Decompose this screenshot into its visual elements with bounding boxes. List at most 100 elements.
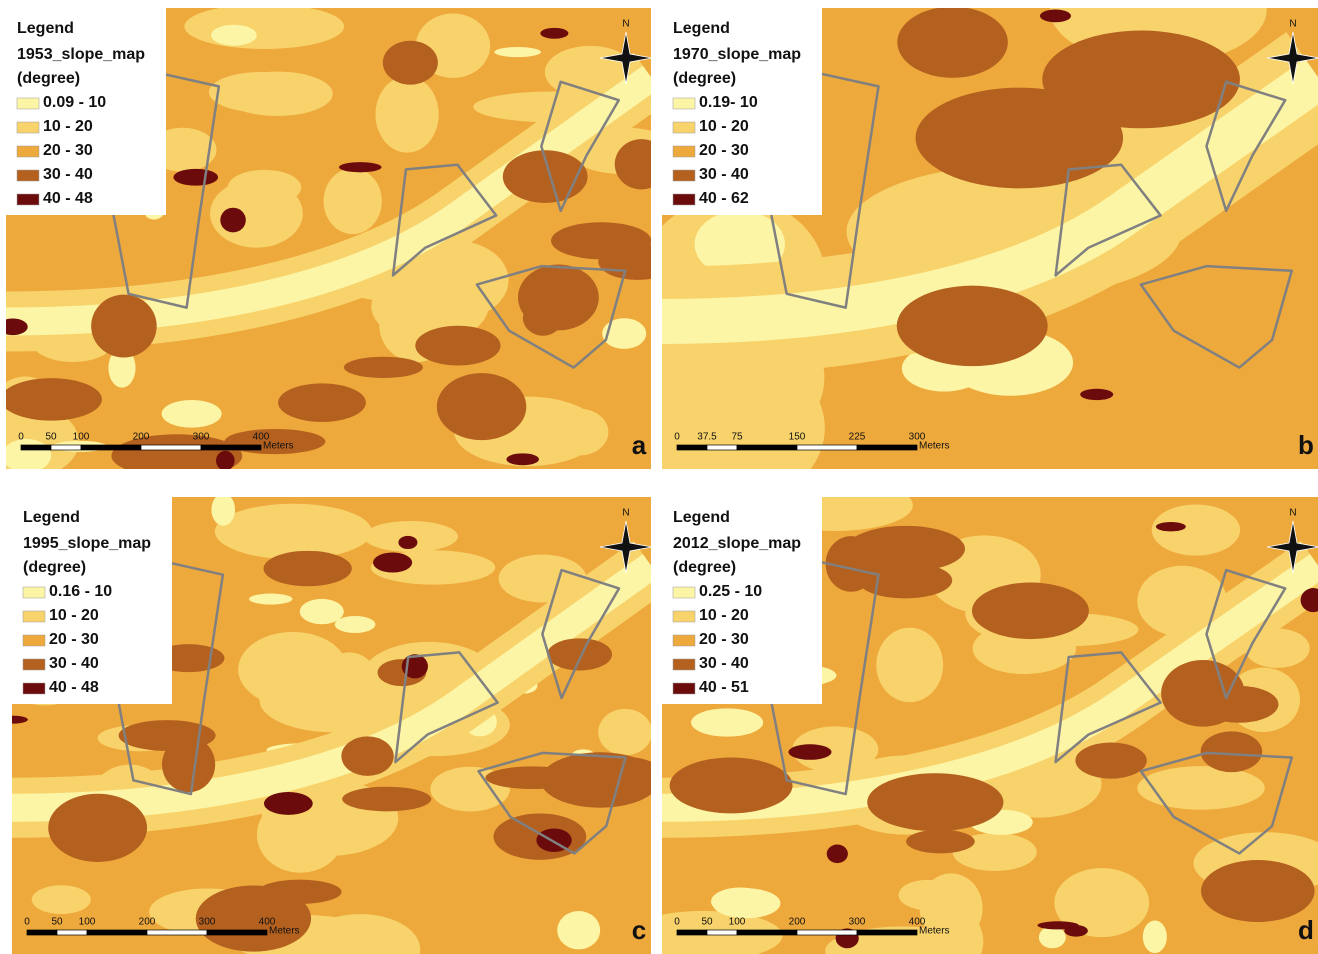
terrain-blob: [437, 373, 527, 440]
legend-class: 30 - 40: [49, 655, 99, 672]
scale-label: 200: [139, 917, 156, 928]
legend-unit: (degree): [673, 70, 736, 87]
terrain-blob: [32, 885, 91, 914]
legend-unit: (degree): [673, 559, 736, 576]
legend-swatch: [673, 587, 695, 598]
terrain-blob: [551, 222, 651, 259]
terrain-blob: [827, 845, 848, 864]
legend-class: 20 - 30: [699, 631, 749, 648]
legend-layer: 1995_slope_map: [23, 535, 151, 552]
panel-label: d: [1298, 915, 1314, 945]
scale-segment: [797, 930, 857, 935]
legend-class: 40 - 48: [43, 190, 93, 207]
legend-box: [12, 497, 172, 704]
north-label: N: [1289, 19, 1296, 30]
scale-label: 37.5: [697, 432, 717, 443]
terrain-blob: [211, 25, 257, 46]
scale-label: 150: [789, 432, 806, 443]
legend-class: 20 - 30: [699, 142, 749, 159]
terrain-blob: [373, 553, 412, 573]
scale-label: 100: [729, 917, 746, 928]
terrain-blob: [670, 758, 793, 814]
scale-segment: [27, 930, 57, 935]
terrain-blob: [264, 551, 352, 586]
scale-label: 0: [674, 432, 680, 443]
terrain-blob: [1201, 860, 1315, 922]
terrain-blob: [523, 300, 563, 336]
terrain-blob: [557, 911, 600, 949]
terrain-blob: [48, 794, 147, 862]
legend-class: 30 - 40: [699, 655, 749, 672]
legend-class: 30 - 40: [699, 166, 749, 183]
legend-class: 0.09 - 10: [43, 94, 106, 111]
terrain-blob: [162, 400, 222, 428]
legend-layer: 2012_slope_map: [673, 535, 801, 552]
legend-unit: (degree): [17, 70, 80, 87]
legend-class: 40 - 62: [699, 190, 749, 207]
scale-segment: [57, 930, 87, 935]
terrain-blob: [300, 599, 344, 624]
panel-label: a: [632, 430, 647, 460]
legend-swatch: [23, 683, 45, 694]
terrain-blob: [278, 383, 366, 422]
terrain-blob: [398, 536, 417, 549]
panel-label: b: [1298, 430, 1314, 460]
legend-heading: Legend: [673, 509, 730, 526]
terrain-blob: [339, 162, 382, 172]
terrain-blob: [876, 628, 943, 702]
terrain-blob: [1080, 389, 1113, 400]
terrain-blob: [691, 708, 763, 736]
legend-swatch: [17, 122, 39, 133]
legend-box: [662, 8, 822, 215]
scale-segment: [147, 930, 207, 935]
legend-layer: 1953_slope_map: [17, 46, 145, 63]
legend-swatch: [673, 122, 695, 133]
terrain-blob: [906, 830, 975, 854]
terrain-blob: [184, 4, 344, 49]
legend-heading: Legend: [17, 20, 74, 37]
terrain-blob: [1156, 522, 1186, 531]
scale-segment: [797, 445, 857, 450]
scale-segment: [737, 930, 797, 935]
terrain-blob: [506, 453, 539, 465]
terrain-blob: [547, 638, 612, 670]
legend-swatch: [673, 635, 695, 646]
scale-segment: [51, 445, 81, 450]
north-label: N: [622, 19, 629, 30]
scale-label: 100: [79, 917, 96, 928]
terrain-blob: [711, 887, 770, 915]
legend-swatch: [17, 170, 39, 181]
terrain-blob: [222, 72, 333, 116]
scale-label: 50: [51, 917, 63, 928]
legend-class: 0.25 - 10: [699, 583, 762, 600]
scale-label: 300: [193, 432, 210, 443]
legend-swatch: [673, 170, 695, 181]
terrain-blob: [228, 170, 302, 205]
terrain-blob: [211, 493, 235, 525]
terrain-blob: [1137, 766, 1264, 810]
terrain-blob: [2, 439, 51, 472]
legend-class: 10 - 20: [699, 118, 749, 135]
terrain-blob: [1040, 10, 1071, 23]
scale-segment: [81, 445, 141, 450]
terrain-blob: [972, 583, 1089, 640]
legend-class: 0.19- 10: [699, 94, 758, 111]
scale-label: 50: [45, 432, 57, 443]
scale-label: 0: [24, 917, 30, 928]
scale-label: 0: [674, 917, 680, 928]
scale-segment: [141, 445, 201, 450]
legend-class: 30 - 40: [43, 166, 93, 183]
legend-heading: Legend: [23, 509, 80, 526]
scale-segment: [677, 930, 707, 935]
scale-label: 100: [73, 432, 90, 443]
terrain-blob: [590, 757, 663, 794]
terrain-blob: [1075, 743, 1146, 779]
terrain-blob: [375, 76, 438, 152]
scale-segment: [707, 445, 737, 450]
terrain-blob: [264, 792, 313, 815]
legend-swatch: [673, 98, 695, 109]
scale-unit: Meters: [269, 926, 300, 937]
